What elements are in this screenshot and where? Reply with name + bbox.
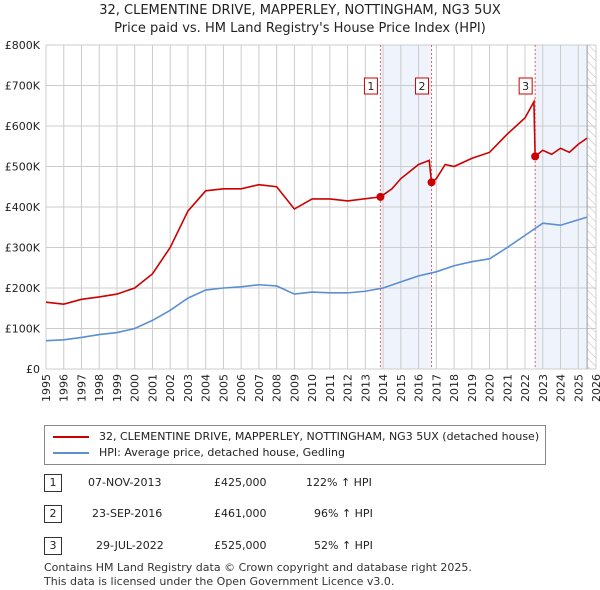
- sale-label: 3: [522, 80, 529, 93]
- x-tick-label: 2002: [164, 374, 177, 402]
- transaction-date: 29-JUL-2022: [96, 539, 164, 552]
- transaction-price: £461,000: [214, 507, 267, 520]
- x-tick-label: 2003: [182, 374, 195, 402]
- x-tick-label: 1998: [93, 374, 106, 402]
- property-price-line: [45, 98, 588, 306]
- transaction-hpi: 122% ↑ HPI: [306, 476, 372, 489]
- chart-subtitle: Price paid vs. HM Land Registry's House …: [114, 21, 486, 36]
- x-tick-label: 2025: [572, 374, 585, 402]
- legend: 32, CLEMENTINE DRIVE, MAPPERLEY, NOTTING…: [44, 425, 546, 465]
- x-tick-label: 2026: [590, 374, 600, 402]
- transaction-hpi: 96% ↑ HPI: [314, 507, 373, 520]
- price-chart: 1995 1996 1997 1998 1999 2000 2001 2002 2003 2004…: [5, 39, 600, 402]
- x-tick-label: 2014: [377, 374, 390, 402]
- y-tick-label: £200K: [5, 282, 41, 295]
- x-tick-label: 2005: [217, 374, 230, 402]
- x-tick-label: 2008: [271, 374, 284, 402]
- x-tick-label: 2001: [146, 374, 159, 402]
- legend-label-property: 32, CLEMENTINE DRIVE, MAPPERLEY, NOTTING…: [99, 430, 540, 443]
- transaction-row: 3 29-JUL-2022 £525,000 52% ↑ HPI: [44, 537, 444, 555]
- sale-label: 2: [419, 80, 426, 93]
- transaction-date: 07-NOV-2013: [88, 476, 162, 489]
- y-tick-label: £500K: [5, 161, 41, 174]
- x-tick-label: 2018: [448, 374, 461, 402]
- sale-label: 1: [367, 80, 374, 93]
- y-tick-label: £700K: [5, 80, 41, 93]
- y-tick-label: £800K: [5, 39, 41, 52]
- x-tick-label: 1997: [75, 374, 88, 402]
- x-tick-label: 2023: [537, 374, 550, 402]
- transaction-price: £525,000: [214, 539, 267, 552]
- x-tick-label: 1995: [40, 374, 53, 402]
- x-tick-label: 2022: [519, 374, 532, 402]
- x-tick-label: 2007: [253, 374, 266, 402]
- x-tick-label: 2004: [200, 374, 213, 402]
- x-tick-label: 2024: [555, 374, 568, 402]
- sale-label-box: [363, 77, 378, 95]
- y-tick-label: £600K: [5, 120, 41, 133]
- hpi-line: [45, 216, 588, 342]
- legend-item-hpi: HPI: Average price, detached house, Gedl…: [53, 446, 345, 460]
- x-tick-label: 2010: [306, 374, 319, 402]
- legend-item-property: 32, CLEMENTINE DRIVE, MAPPERLEY, NOTTING…: [53, 430, 539, 444]
- y-tick-label: £100K: [5, 323, 41, 336]
- x-tick-label: 2006: [235, 374, 248, 402]
- x-tick-label: 2013: [359, 374, 372, 402]
- transaction-num: 1: [44, 474, 62, 492]
- y-tick-label: £400K: [5, 201, 41, 214]
- legend-label-hpi: HPI: Average price, detached house, Gedl…: [99, 446, 345, 459]
- chart-title: 32, CLEMENTINE DRIVE, MAPPERLEY, NOTTING…: [99, 3, 501, 18]
- sale-point: [427, 178, 436, 187]
- y-tick-label: £0: [26, 363, 40, 376]
- x-tick-label: 1996: [58, 374, 71, 402]
- x-tick-label: 2011: [324, 374, 337, 402]
- x-tick-label: 2012: [342, 374, 355, 402]
- x-tick-label: 2019: [466, 374, 479, 402]
- x-tick-label: 2020: [484, 374, 497, 402]
- x-tick-label: 2009: [288, 374, 301, 402]
- sale-point: [531, 152, 540, 161]
- x-tick-label: 2015: [395, 374, 408, 402]
- transaction-price: £425,000: [214, 476, 267, 489]
- transaction-row: 2 23-SEP-2016 £461,000 96% ↑ HPI: [44, 505, 444, 523]
- x-tick-label: 2017: [430, 374, 443, 402]
- transaction-hpi: 52% ↑ HPI: [314, 539, 373, 552]
- x-tick-label: 2021: [501, 374, 514, 402]
- transaction-num: 3: [44, 537, 62, 555]
- y-tick-label: £300K: [5, 242, 41, 255]
- x-tick-label: 1999: [111, 374, 124, 402]
- sale-point: [376, 192, 385, 201]
- x-tick-label: 2000: [129, 374, 142, 402]
- footer-license: This data is licensed under the Open Gov…: [44, 575, 395, 588]
- sale-label-box: [518, 77, 533, 95]
- sale-label-box: [415, 77, 430, 95]
- footer-copyright: Contains HM Land Registry data © Crown c…: [44, 561, 472, 574]
- transaction-num: 2: [44, 505, 62, 523]
- transaction-date: 23-SEP-2016: [92, 507, 163, 520]
- x-tick-label: 2016: [413, 374, 426, 402]
- transaction-row: 1 07-NOV-2013 £425,000 122% ↑ HPI: [44, 474, 444, 492]
